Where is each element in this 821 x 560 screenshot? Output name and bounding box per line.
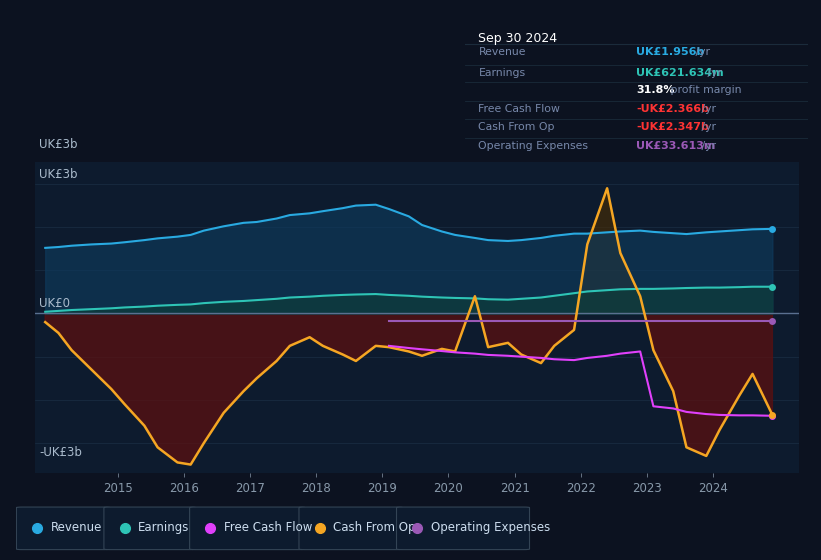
Text: -UK£2.366b: -UK£2.366b [636,104,709,114]
Text: Revenue: Revenue [479,46,526,57]
FancyBboxPatch shape [104,507,195,549]
Text: Earnings: Earnings [479,68,525,78]
Text: Earnings: Earnings [138,521,190,534]
Text: Free Cash Flow: Free Cash Flow [224,521,312,534]
FancyBboxPatch shape [397,507,530,549]
Text: UK£33.613m: UK£33.613m [636,141,716,151]
FancyBboxPatch shape [16,507,110,549]
Text: /yr: /yr [698,104,716,114]
Text: /yr: /yr [704,68,722,78]
Text: UK£3b: UK£3b [39,168,78,181]
Text: Sep 30 2024: Sep 30 2024 [479,32,557,45]
FancyBboxPatch shape [190,507,305,549]
Text: Free Cash Flow: Free Cash Flow [479,104,560,114]
Text: UK£1.956b: UK£1.956b [636,46,704,57]
Text: -UK£3b: -UK£3b [39,446,82,459]
Text: UK£3b: UK£3b [39,138,78,151]
FancyBboxPatch shape [299,507,402,549]
Text: /yr: /yr [698,141,716,151]
Text: UK£0: UK£0 [39,297,70,310]
Text: /yr: /yr [698,122,716,132]
Text: Operating Expenses: Operating Expenses [479,141,589,151]
Text: /yr: /yr [692,46,710,57]
Text: -UK£2.347b: -UK£2.347b [636,122,709,132]
Text: profit margin: profit margin [667,85,741,95]
Text: Revenue: Revenue [51,521,102,534]
Text: Operating Expenses: Operating Expenses [431,521,550,534]
Text: Cash From Op: Cash From Op [333,521,415,534]
Text: Cash From Op: Cash From Op [479,122,555,132]
Text: UK£621.634m: UK£621.634m [636,68,724,78]
Text: 31.8%: 31.8% [636,85,675,95]
